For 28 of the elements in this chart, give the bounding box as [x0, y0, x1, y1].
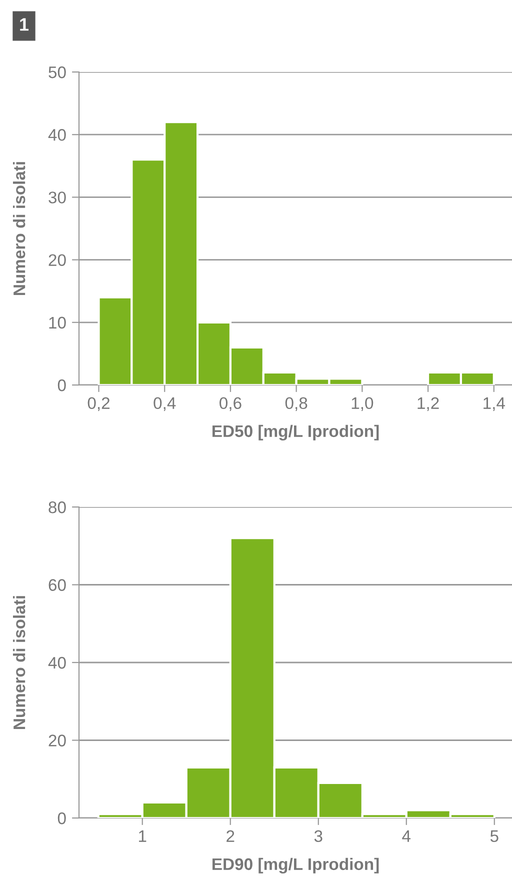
x-tick-label: 1,0 — [352, 397, 374, 412]
x-tick-label: 1 — [139, 830, 146, 842]
y-axis-title: Numero di isolati — [12, 596, 26, 729]
x-tick-label: 0,8 — [285, 397, 308, 412]
y-tick-label: 0 — [58, 812, 66, 824]
y-tick-label: 20 — [48, 254, 66, 266]
y-tick-label: 80 — [48, 501, 66, 514]
x-tick-label: 4 — [402, 830, 411, 842]
y-tick-label: 30 — [48, 192, 66, 204]
y-tick-label: 0 — [58, 379, 66, 392]
x-tick-label: 2 — [226, 830, 234, 842]
text: 1 — [20, 18, 29, 31]
x-tick-label: 1,2 — [418, 397, 439, 412]
x-tick-label: 3 — [314, 830, 322, 842]
y-tick-label: 50 — [48, 66, 66, 78]
x-tick-label: 0,2 — [88, 397, 110, 412]
y-tick-label: 20 — [48, 734, 66, 746]
x-tick-label: 0,6 — [220, 397, 242, 412]
x-tick-label: 1,4 — [484, 397, 505, 412]
y-axis-title: Numero di isolati — [12, 162, 26, 295]
x-tick-label: 0,4 — [154, 397, 176, 412]
y-tick-label: 40 — [48, 129, 66, 141]
y-tick-label: 10 — [49, 316, 66, 329]
x-axis-title: ED50 [mg/L Iprodion] — [212, 424, 379, 440]
x-tick-label: 5 — [490, 830, 498, 842]
y-tick-label: 60 — [48, 579, 66, 591]
x-axis-title: ED90 [mg/L Iprodion] — [212, 858, 379, 874]
y-tick-label: 40 — [48, 656, 66, 669]
